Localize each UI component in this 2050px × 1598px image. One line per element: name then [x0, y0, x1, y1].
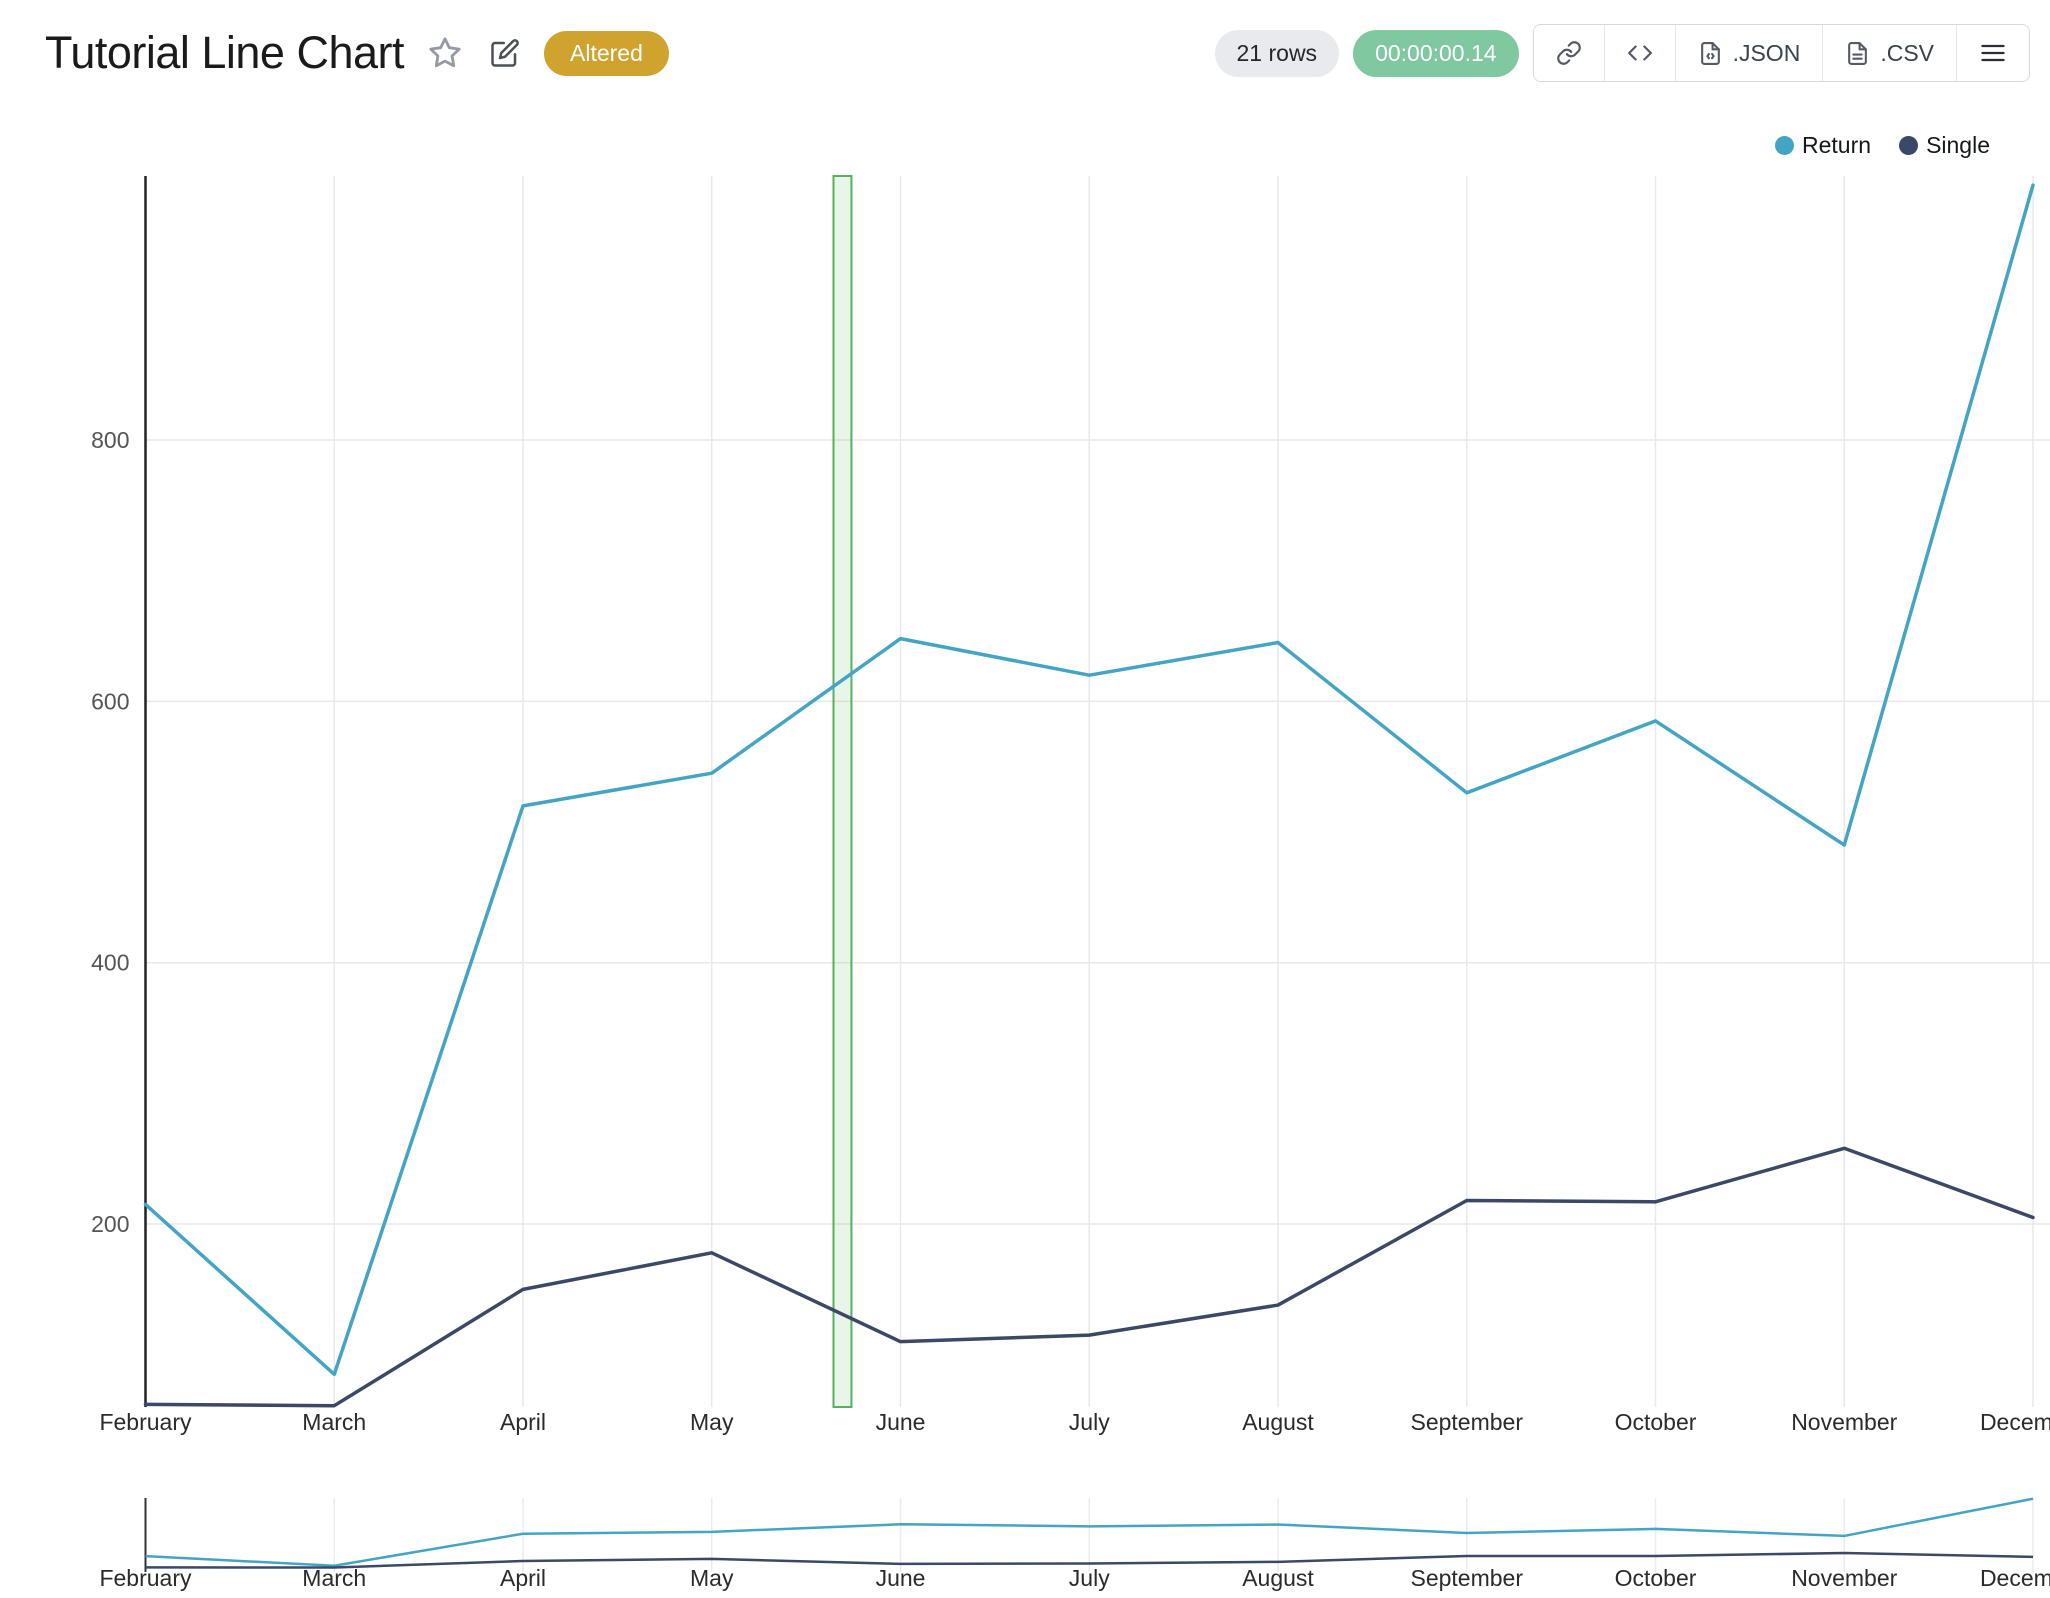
x-axis-label: July [1069, 1409, 1110, 1435]
main-chart[interactable]: 200 400 600 800 February March April May June Jul… [0, 168, 2050, 1460]
nav-x-label: April [500, 1565, 546, 1591]
nav-x-label: October [1615, 1565, 1697, 1591]
row-count-badge: 21 rows [1214, 29, 1340, 77]
x-axis-label: May [690, 1409, 734, 1435]
nav-x-label: March [302, 1565, 366, 1591]
y-tick-label: 600 [91, 688, 129, 714]
chart-navigator[interactable]: February March April May June July August Septe… [0, 1488, 2050, 1598]
export-csv-label: .CSV [1880, 39, 1934, 66]
x-axis-label: March [302, 1409, 366, 1435]
x-axis-label: September [1410, 1409, 1523, 1435]
file-csv-icon [1848, 41, 1868, 65]
nav-x-label: August [1242, 1565, 1314, 1591]
page-title: Tutorial Line Chart [45, 27, 405, 78]
return-series-dot [1775, 136, 1795, 155]
nav-x-label: May [690, 1565, 734, 1591]
share-link-button[interactable] [1533, 25, 1604, 81]
y-tick-label: 800 [91, 427, 129, 453]
nav-x-label: July [1069, 1565, 1110, 1591]
selection-band[interactable] [832, 175, 853, 1408]
legend-item-single[interactable]: Single [1899, 132, 1990, 159]
x-axis-label: December [1980, 1409, 2050, 1435]
nav-x-label: December [1980, 1565, 2050, 1591]
export-json-label: .JSON [1732, 39, 1801, 66]
code-icon [1627, 45, 1652, 61]
toolbar: 21 rows 00:00:00.14 .JSON .CSV [1214, 24, 2030, 82]
return-line[interactable] [143, 183, 2035, 1377]
x-axis-label: February [99, 1409, 192, 1435]
y-tick-label: 400 [91, 950, 129, 976]
menu-button[interactable] [1956, 25, 2029, 81]
export-toolbar: .JSON .CSV [1532, 24, 2030, 82]
link-icon [1556, 41, 1581, 65]
x-axis-label: October [1615, 1409, 1697, 1435]
nav-x-label: November [1791, 1565, 1897, 1591]
export-json-button[interactable]: .JSON [1674, 25, 1823, 81]
legend-item-return[interactable]: Return [1775, 132, 1871, 159]
x-axis-label: April [500, 1409, 546, 1435]
nav-single-line [145, 1551, 2034, 1569]
single-series-dot [1899, 136, 1919, 155]
legend-label-single: Single [1926, 132, 1990, 158]
nav-return-line [145, 1497, 2034, 1567]
y-tick-label: 200 [91, 1211, 129, 1237]
hamburger-icon [1981, 44, 2005, 62]
edit-icon[interactable] [486, 34, 524, 72]
header: Tutorial Line Chart Altered 21 rows 00:0… [0, 0, 2050, 106]
file-json-icon [1700, 41, 1720, 65]
x-axis-label: November [1791, 1409, 1897, 1435]
embed-code-button[interactable] [1603, 25, 1675, 81]
single-line[interactable] [143, 1146, 2035, 1408]
title-row: Tutorial Line Chart Altered [45, 27, 669, 79]
x-axis-label: June [876, 1409, 926, 1435]
x-axis-label: August [1242, 1409, 1314, 1435]
legend-label-return: Return [1802, 132, 1872, 158]
export-csv-button[interactable]: .CSV [1822, 25, 1956, 81]
nav-x-label: June [876, 1565, 926, 1591]
favorite-star-icon[interactable] [424, 32, 466, 74]
nav-x-label: September [1410, 1565, 1523, 1591]
chart-legend: Return Single [1775, 132, 1990, 159]
query-time-badge: 00:00:00.14 [1353, 29, 1519, 77]
status-badge: Altered [544, 30, 669, 76]
